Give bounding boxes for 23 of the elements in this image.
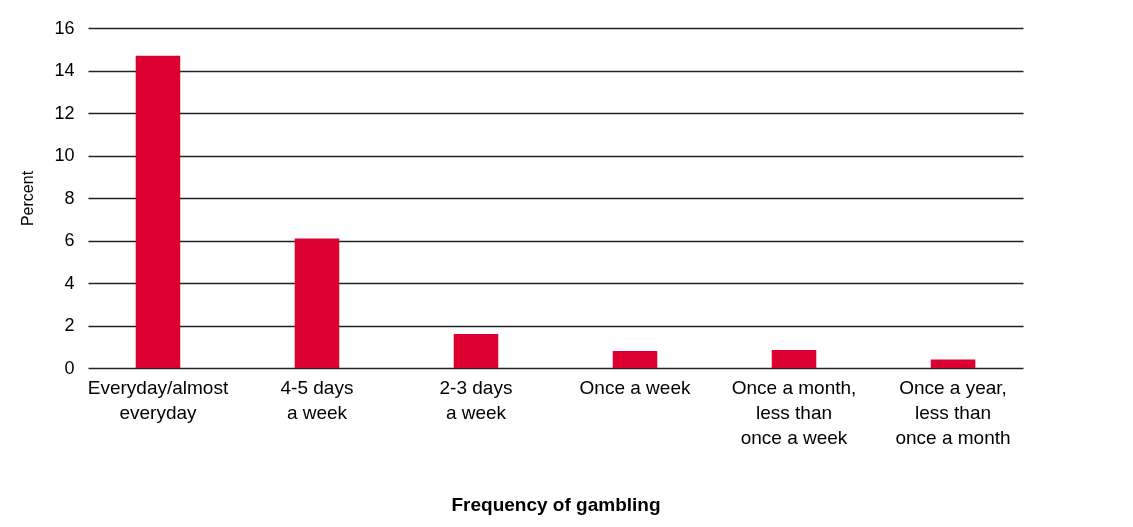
- x-axis-title: Frequency of gambling: [451, 493, 661, 515]
- x-tick-label: Once a month, less than once a week: [731, 376, 857, 448]
- y-tick-label: 6: [64, 230, 75, 250]
- x-tick-label: 2-3 days a week: [439, 376, 513, 423]
- bar: [612, 351, 658, 368]
- bar: [771, 349, 817, 368]
- y-tick-label: 0: [64, 357, 75, 378]
- y-tick-label: 4: [64, 272, 75, 293]
- y-axis-title: Percent: [19, 170, 37, 227]
- y-tick-label: 16: [54, 17, 75, 38]
- bar: [135, 55, 181, 368]
- x-tick-label: Once a week: [579, 376, 691, 398]
- y-tick-label: 2: [64, 315, 75, 335]
- x-tick-label: 4-5 days a week: [280, 376, 354, 423]
- x-tick-label: Once a year, less than once a month: [895, 376, 1011, 448]
- y-tick-label: 8: [64, 187, 75, 208]
- y-tick-label: 10: [54, 145, 75, 165]
- y-tick-label: 12: [54, 102, 75, 123]
- x-tick-label: Everyday/almost everyday: [87, 376, 229, 423]
- bar: [930, 359, 976, 368]
- bar: [294, 238, 340, 368]
- y-tick-label: 14: [54, 60, 75, 80]
- bar: [453, 334, 499, 368]
